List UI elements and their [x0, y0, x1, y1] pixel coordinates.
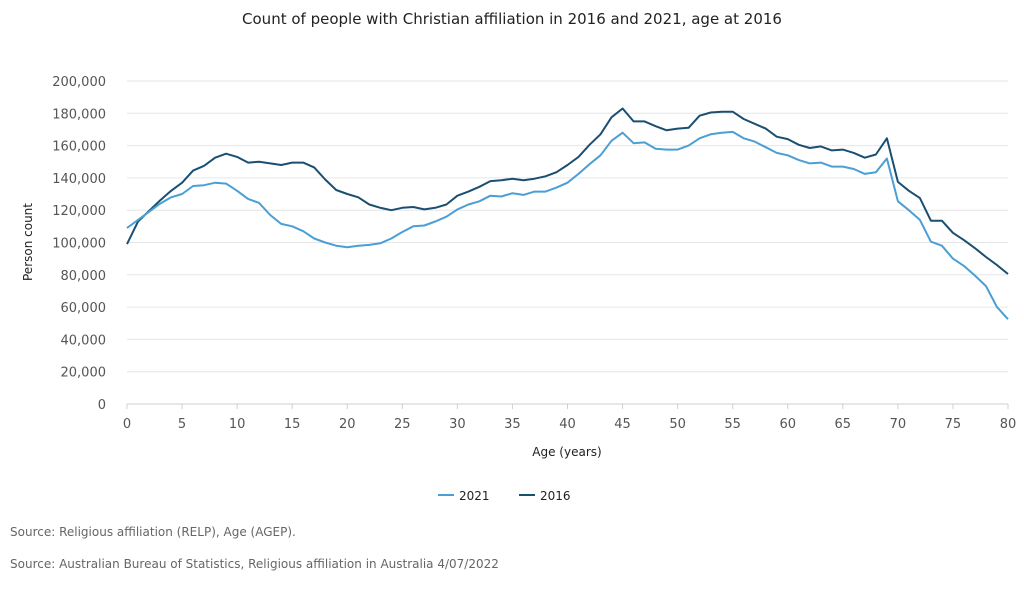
y-tick-label: 0	[98, 398, 106, 413]
x-axis-title: Age (years)	[532, 445, 601, 459]
x-tick-label: 80	[1000, 417, 1017, 432]
x-tick-label: 5	[178, 417, 186, 432]
legend: 2021 2016	[438, 489, 571, 503]
x-tick-label: 15	[284, 417, 301, 432]
y-axis-tick-labels: 0 20,000 40,000 60,000 80,000 100,000 120,000 1…	[52, 75, 106, 413]
y-tick-label: 40,000	[61, 333, 107, 348]
y-tick-label: 120,000	[52, 204, 106, 219]
y-tick-label: 180,000	[52, 107, 106, 122]
y-axis-title: Person count	[21, 203, 35, 281]
x-tick-label: 55	[724, 417, 741, 432]
x-tick-label: 75	[945, 417, 962, 432]
y-tick-label: 200,000	[52, 75, 106, 90]
x-tick-label: 40	[559, 417, 576, 432]
y-tick-label: 140,000	[52, 172, 106, 187]
x-axis-tick-labels: 0 5 10 15 20 25 30 35 40 45 50 55 60 65 70 75 80	[123, 417, 1016, 432]
x-tick-label: 30	[449, 417, 466, 432]
x-tick-label: 65	[835, 417, 852, 432]
x-tick-label: 45	[614, 417, 631, 432]
y-tick-label: 100,000	[52, 237, 106, 252]
series-line-2016	[126, 107, 1009, 275]
x-tick-label: 0	[123, 417, 131, 432]
source-note-1: Source: Religious affiliation (RELP), Ag…	[10, 525, 296, 539]
y-tick-label: 160,000	[52, 140, 106, 155]
series-line-2021	[126, 130, 1009, 320]
y-tick-label: 60,000	[61, 301, 107, 316]
legend-label-2016[interactable]: 2016	[540, 489, 571, 503]
source-note-2: Source: Australian Bureau of Statistics,…	[10, 557, 499, 571]
x-tick-label: 70	[890, 417, 907, 432]
chart-title: Count of people with Christian affiliati…	[242, 10, 782, 28]
series-lines	[126, 107, 1009, 320]
x-tick-label: 25	[394, 417, 411, 432]
x-tick-label: 60	[779, 417, 796, 432]
x-tick-label: 35	[504, 417, 521, 432]
legend-label-2021[interactable]: 2021	[459, 489, 490, 503]
y-tick-label: 20,000	[61, 366, 107, 381]
x-tick-label: 10	[229, 417, 246, 432]
x-tick-label: 20	[339, 417, 356, 432]
y-tick-label: 80,000	[61, 269, 107, 284]
x-tick-label: 50	[669, 417, 686, 432]
gridlines	[126, 80, 1009, 409]
